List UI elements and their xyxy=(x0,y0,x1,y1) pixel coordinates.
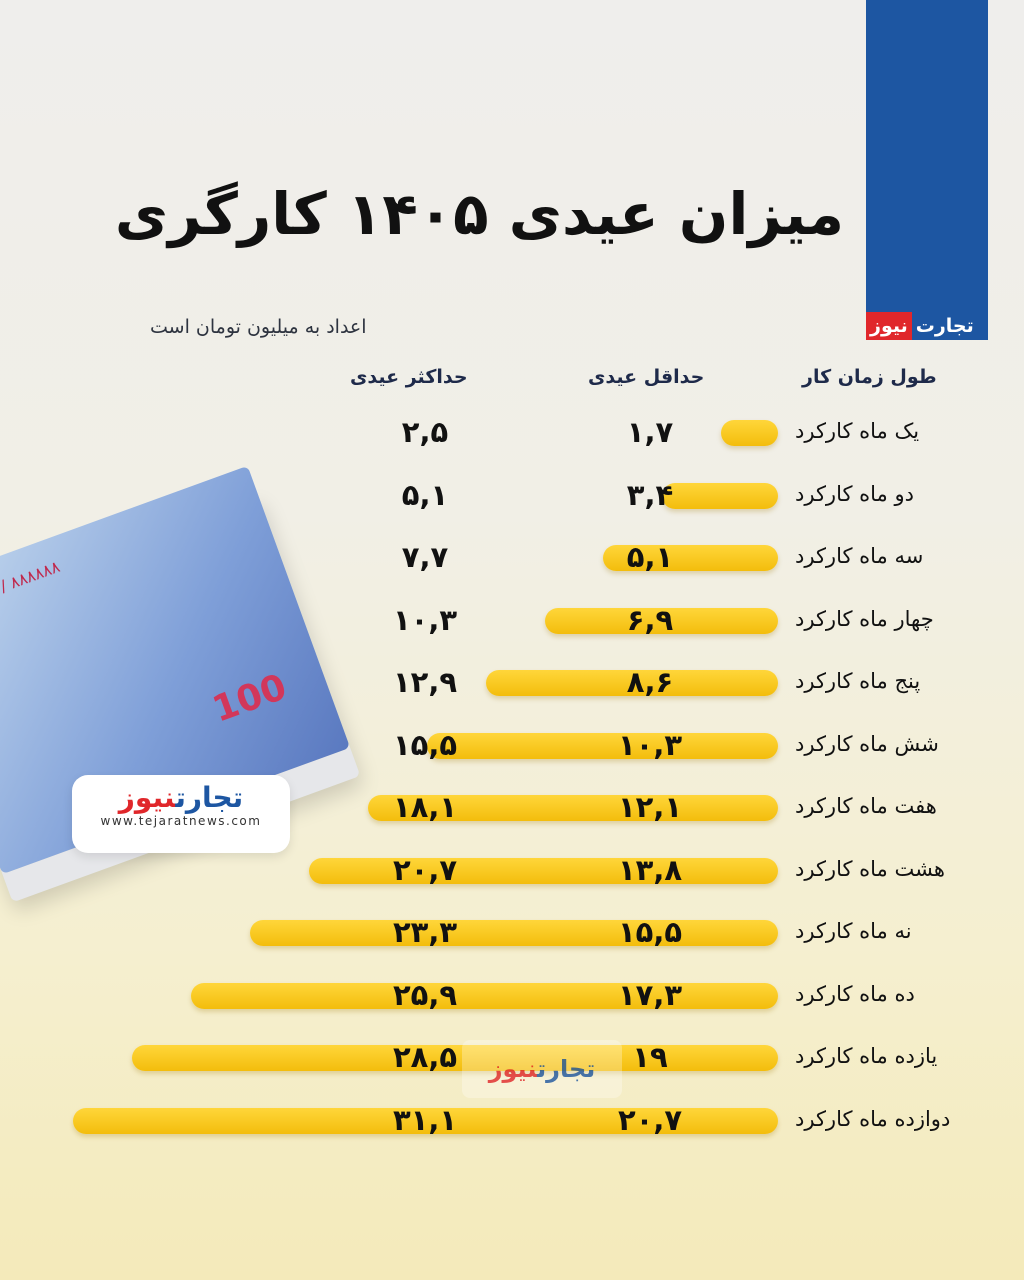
max-value: ۲,۵ xyxy=(401,415,449,449)
table-row: دوازده ماه کارکرد ۲۰,۷ ۳۱,۱ xyxy=(0,1101,1024,1141)
page-title: میزان عیدی ۱۴۰۵ کارگری xyxy=(114,180,845,248)
max-value: ۲۸,۵ xyxy=(392,1040,458,1074)
row-label: چهار ماه کارکرد xyxy=(795,606,934,631)
min-value: ۱۷,۳ xyxy=(617,977,683,1012)
brand-tag: تجارت نیوز xyxy=(866,312,978,340)
max-value: ۱۲,۹ xyxy=(392,665,458,699)
row-label: سه ماه کارکرد xyxy=(795,544,924,568)
row-label: هشت ماه کارکرد xyxy=(795,856,945,881)
logo-part1: تجارت xyxy=(175,781,244,814)
min-value: ۱۰,۳ xyxy=(617,727,683,762)
watermark: تجارتنیوز xyxy=(462,1040,622,1098)
row-label: نه ماه کارکرد xyxy=(795,919,912,943)
max-value: ۲۳,۳ xyxy=(392,915,458,949)
logo-url: www.tejaratnews.com xyxy=(100,814,262,828)
table-row: شش ماه کارکرد ۱۰,۳ ۱۵,۵ xyxy=(0,726,1024,766)
brand-ribbon xyxy=(866,0,988,340)
table-row: نه ماه کارکرد ۱۵,۵ ۲۳,۳ xyxy=(0,913,1024,953)
brand-part2: نیوز xyxy=(866,312,912,340)
table-row: سه ماه کارکرد ۵,۱ ۷,۷ xyxy=(0,538,1024,578)
min-value: ۱۹ xyxy=(632,1040,668,1074)
table-row: پنج ماه کارکرد ۸,۶ ۱۲,۹ xyxy=(0,663,1024,703)
bar-max xyxy=(485,670,778,696)
min-value: ۱۳,۸ xyxy=(617,852,683,887)
row-label: هفت ماه کارکرد xyxy=(795,794,937,818)
max-value: ۵,۱ xyxy=(401,477,449,512)
logo-part2: نیوز xyxy=(118,781,176,814)
min-value: ۱۵,۵ xyxy=(617,915,683,949)
bar-max xyxy=(190,982,778,1009)
max-value: ۱۵,۵ xyxy=(392,727,458,762)
max-value: ۲۰,۷ xyxy=(392,852,458,887)
column-header-max: حداکثر عیدی xyxy=(350,366,468,388)
bar-max xyxy=(721,420,778,446)
table-row: یک ماه کارکرد ۱,۷ ۲,۵ xyxy=(0,413,1024,453)
table-row: ده ماه کارکرد ۱۷,۳ ۲۵,۹ xyxy=(0,976,1024,1016)
table-row: یازده ماه کارکرد ۱۹ ۲۸,۵ xyxy=(0,1038,1024,1078)
row-label: ده ماه کارکرد xyxy=(795,981,915,1006)
min-value: ۳,۴ xyxy=(626,477,674,512)
table-row: دو ماه کارکرد ۳,۴ ۵,۱ xyxy=(0,476,1024,516)
min-value: ۲۰,۷ xyxy=(617,1102,683,1137)
bar-max xyxy=(426,732,778,759)
bar-max xyxy=(73,1107,778,1134)
max-value: ۱۸,۱ xyxy=(392,790,458,824)
min-value: ۶,۹ xyxy=(626,602,674,637)
brand-part1: تجارت xyxy=(915,315,974,337)
row-label: دو ماه کارکرد xyxy=(795,481,914,506)
row-label: پنج ماه کارکرد xyxy=(795,669,921,693)
table-row: چهار ماه کارکرد ۶,۹ ۱۰,۳ xyxy=(0,601,1024,641)
watermark-part2: نیوز xyxy=(488,1055,538,1083)
max-value: ۷,۷ xyxy=(401,540,449,574)
column-header-min: حداقل عیدی xyxy=(588,366,705,388)
bar-max xyxy=(367,795,778,821)
row-label: یک ماه کارکرد xyxy=(795,419,920,443)
bar-max xyxy=(131,1045,778,1071)
table-row: هفت ماه کارکرد ۱۲,۱ ۱۸,۱ xyxy=(0,788,1024,828)
row-label: یازده ماه کارکرد xyxy=(795,1044,938,1068)
max-value: ۳۱,۱ xyxy=(392,1102,458,1137)
row-label: شش ماه کارکرد xyxy=(795,731,939,756)
bar-max xyxy=(544,607,778,634)
min-value: ۱۲,۱ xyxy=(617,790,683,824)
min-value: ۵,۱ xyxy=(626,540,674,574)
watermark-part1: تجارت xyxy=(537,1055,596,1083)
bar-max xyxy=(308,857,778,884)
table-row: هشت ماه کارکرد ۱۳,۸ ۲۰,۷ xyxy=(0,851,1024,891)
bar-max xyxy=(603,545,778,571)
bar-max xyxy=(662,482,778,509)
min-value: ۸,۶ xyxy=(626,665,674,699)
row-label: دوازده ماه کارکرد xyxy=(795,1106,951,1131)
column-header-duration: طول زمان کار xyxy=(802,366,937,388)
tejaratnews-logo: تجارتنیوز www.tejaratnews.com xyxy=(72,775,290,853)
unit-note: اعداد به میلیون تومان است xyxy=(150,316,367,338)
max-value: ۲۵,۹ xyxy=(392,977,458,1012)
bar-max xyxy=(249,920,778,946)
min-value: ۱,۷ xyxy=(626,415,674,449)
max-value: ۱۰,۳ xyxy=(392,602,458,637)
